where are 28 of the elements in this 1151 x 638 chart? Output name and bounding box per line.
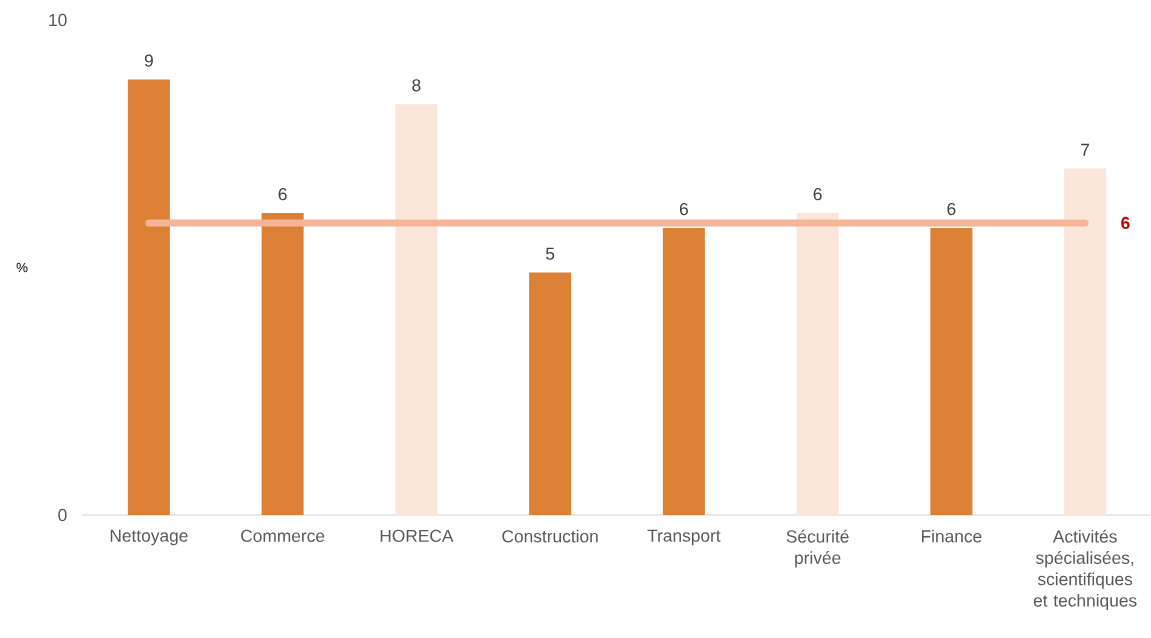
- x-tick-label: Activités spécialisées, scientifiques et techniques: [1033, 529, 1137, 611]
- bar: [662, 227, 705, 515]
- ref-line-label: 6: [1121, 216, 1130, 230]
- data-label: 6: [278, 188, 287, 201]
- y-tick-label: 10: [49, 13, 67, 27]
- data-label: 8: [412, 79, 421, 92]
- x-tick-label: Commerce: [241, 529, 325, 542]
- x-tick-label: Construction: [502, 529, 598, 543]
- data-label: 6: [813, 188, 822, 201]
- x-tick-label: HORECA: [380, 529, 454, 542]
- bar: [261, 213, 304, 515]
- data-label: 6: [947, 202, 956, 216]
- bar: [1064, 168, 1107, 515]
- bar: [127, 79, 170, 515]
- y-axis-title: %: [16, 262, 28, 273]
- x-tick-label: Sécurité privée: [786, 529, 849, 568]
- data-label: 6: [679, 202, 688, 216]
- data-label: 5: [546, 247, 555, 260]
- data-label: 9: [144, 54, 153, 67]
- x-tick-label: Nettoyage: [110, 529, 188, 546]
- x-tick-label: Finance: [921, 529, 982, 543]
- bar: [395, 104, 438, 515]
- x-tick-label: Transport: [647, 529, 721, 546]
- bar: [529, 272, 572, 515]
- bar: [930, 227, 973, 515]
- data-label: 7: [1081, 143, 1090, 156]
- y-tick-label: 0: [58, 508, 67, 522]
- bar: [796, 213, 839, 515]
